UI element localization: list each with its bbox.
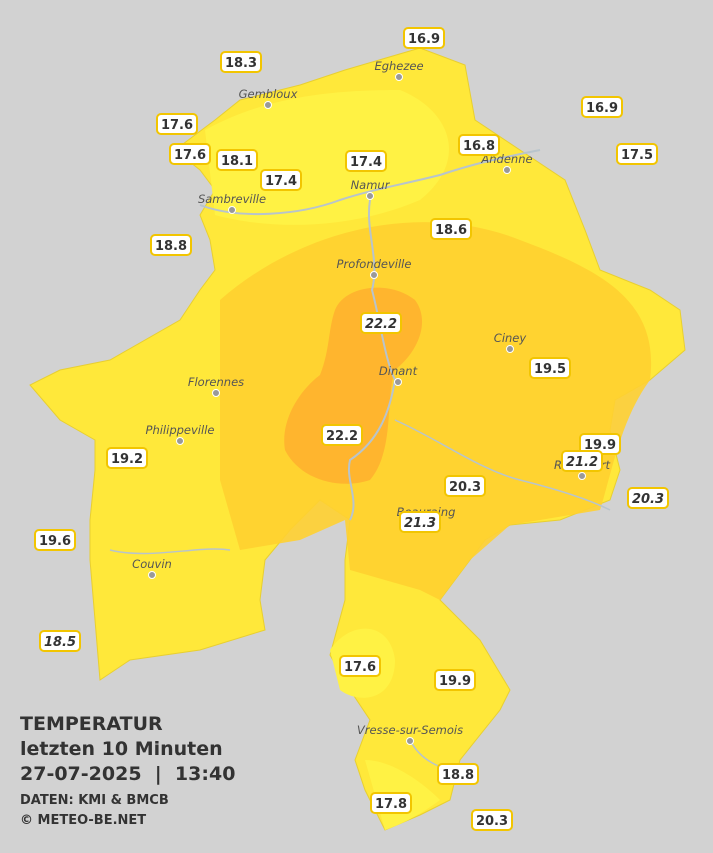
station-box	[529, 357, 571, 379]
town-dot	[366, 192, 374, 200]
station-value: 19.2	[111, 452, 143, 467]
hot-zone	[284, 287, 423, 484]
station-value: 21.3	[404, 516, 436, 531]
warm-zone	[220, 222, 652, 600]
station-value: 22.2	[326, 429, 358, 444]
station-box	[260, 169, 302, 191]
station-value: 18.8	[442, 768, 474, 783]
station-box	[345, 150, 387, 172]
station-value: 17.6	[344, 660, 376, 675]
station-value: 18.3	[225, 56, 257, 71]
town-label: Vresse-sur-Semois	[357, 723, 463, 737]
town-dot	[395, 73, 403, 81]
station-value: 20.3	[632, 492, 664, 507]
station-value: 18.5	[44, 635, 76, 650]
station-box	[106, 447, 148, 469]
town-dot	[228, 206, 236, 214]
station-box	[169, 143, 211, 165]
town-dot	[578, 472, 586, 480]
station-value: 17.6	[161, 118, 193, 133]
cool-zone	[205, 90, 449, 225]
station-value: 16.9	[408, 32, 440, 47]
station-box	[471, 809, 513, 831]
station-box	[430, 218, 472, 240]
town-label: Couvin	[132, 557, 172, 571]
station-box	[616, 143, 658, 165]
station-box	[339, 655, 381, 677]
station-value: 17.4	[350, 155, 382, 170]
station-box	[150, 234, 192, 256]
station-box	[360, 312, 402, 334]
station-value: 16.9	[586, 101, 618, 116]
station-value: 18.1	[221, 154, 253, 169]
town-dot	[394, 378, 402, 386]
town-label: Sambreville	[198, 192, 266, 206]
town-label: Philippeville	[146, 423, 215, 437]
town-label: Florennes	[188, 375, 244, 389]
station-value: 20.3	[449, 480, 481, 495]
legend-credit: © METEO-BE.NET	[20, 813, 146, 828]
station-box	[403, 27, 445, 49]
town-label: Dinant	[379, 364, 418, 378]
station-box	[220, 51, 262, 73]
town-label: Eghezee	[374, 59, 423, 73]
town-dot	[264, 101, 272, 109]
station-box	[437, 763, 479, 785]
station-box	[458, 134, 500, 156]
station-box	[561, 450, 603, 472]
station-box	[34, 529, 76, 551]
legend-source: DATEN: KMI & BMCB	[20, 793, 169, 808]
station-box	[581, 96, 623, 118]
town-label: Profondeville	[337, 257, 412, 271]
station-box	[321, 424, 363, 446]
town-dot	[503, 166, 511, 174]
station-value: 21.2	[566, 455, 598, 470]
station-box	[216, 149, 258, 171]
legend: TEMPERATUR letzten 10 Minuten 27-07-2025…	[20, 713, 235, 828]
station-box	[399, 511, 441, 533]
town-dot	[506, 345, 514, 353]
station-value: 22.2	[365, 317, 397, 332]
station-value: 17.8	[375, 797, 407, 812]
town-label: Namur	[351, 178, 391, 192]
town-dot	[406, 737, 414, 745]
town-label: Gembloux	[239, 87, 298, 101]
town-dot	[212, 389, 220, 397]
station-value: 18.6	[435, 223, 467, 238]
station-value: 19.6	[39, 534, 71, 549]
station-box	[156, 113, 198, 135]
legend-subtitle: letzten 10 Minuten	[20, 738, 223, 760]
station-value: 19.5	[534, 362, 566, 377]
station-value: 19.9	[439, 674, 471, 689]
town-dot	[148, 571, 156, 579]
station-box	[370, 792, 412, 814]
station-value: 19.9	[584, 438, 616, 453]
town-dot	[370, 271, 378, 279]
station-box	[434, 669, 476, 691]
station-value: 17.6	[174, 148, 206, 163]
station-value: 18.8	[155, 239, 187, 254]
station-value: 20.3	[476, 814, 508, 829]
station-value: 17.4	[265, 174, 297, 189]
station-box	[627, 487, 669, 509]
legend-title: TEMPERATUR	[20, 713, 163, 735]
station-box	[444, 475, 486, 497]
legend-datetime: 27-07-2025 | 13:40	[20, 763, 235, 785]
town-label: Ciney	[494, 331, 527, 345]
station-value: 16.8	[463, 139, 495, 154]
station-box	[39, 630, 81, 652]
station-value: 17.5	[621, 148, 653, 163]
town-dot	[176, 437, 184, 445]
